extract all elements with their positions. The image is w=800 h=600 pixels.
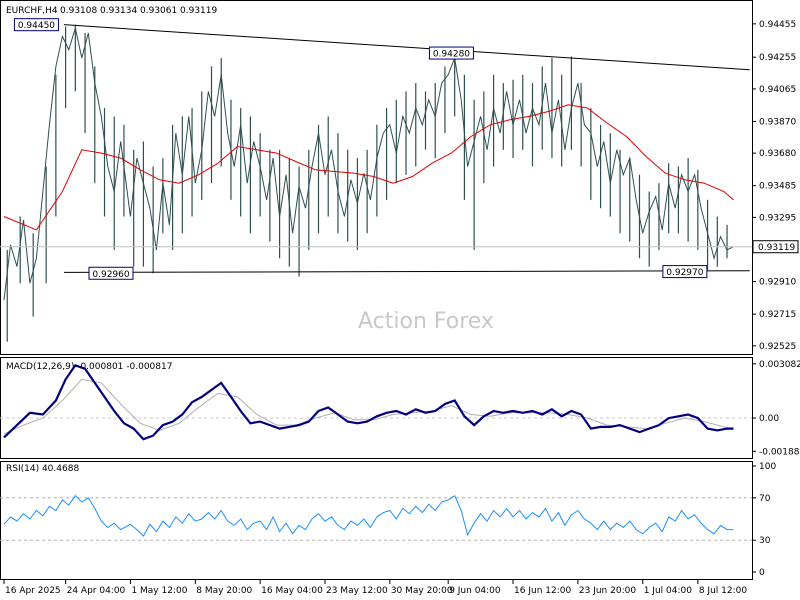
price-y-tick-label: 0.92715 xyxy=(759,310,796,320)
macd-label: MACD(12,26,9) -0.000801 -0.000817 xyxy=(6,362,172,372)
low-value: 0.93061 xyxy=(140,6,177,16)
rsi-panel-frame xyxy=(0,461,753,580)
price-y-tick-label: 0.93295 xyxy=(759,213,796,223)
annotation-label: 0.92960 xyxy=(92,270,129,280)
price-annotation: 0.92970 xyxy=(662,265,708,279)
price-series-line xyxy=(3,27,734,301)
price-y-tick-label: 0.94065 xyxy=(759,85,796,95)
x-tick-label: 9 Jun 04:00 xyxy=(449,586,501,596)
price-annotation: 0.94450 xyxy=(13,18,59,32)
price-y-tick-label: 0.93680 xyxy=(759,149,796,159)
open-value: 0.93108 xyxy=(60,6,97,16)
moving-average-line xyxy=(3,104,734,231)
x-tick-label: 1 May 12:00 xyxy=(131,586,187,596)
macd-layer xyxy=(0,363,752,441)
x-tick-label: 16 Apr 2025 xyxy=(5,586,61,596)
annotation-label: 0.94450 xyxy=(18,21,55,31)
rsi-layer xyxy=(0,494,752,541)
price-y-tick-label: 0.92525 xyxy=(759,342,796,352)
price-header: EURCHF,H4 0.93108 0.93134 0.93061 0.9311… xyxy=(6,6,217,16)
axis-layer: 0.94455 0.94255 0.94065 0.93870 0.93680 0.934… xyxy=(3,20,800,596)
watermark: Action Forex xyxy=(358,309,494,334)
x-tick-label: 8 May 20:00 xyxy=(196,586,252,596)
price-y-tick-label: 0.92910 xyxy=(759,278,796,288)
price-y-tick-label: 0.94455 xyxy=(759,20,796,30)
price-annotation: 0.94280 xyxy=(428,46,474,60)
x-tick-label: 23 Jun 20:00 xyxy=(579,586,636,596)
rsi-line xyxy=(3,494,734,537)
rsi-label: RSI(14) 40.4688 xyxy=(6,464,79,474)
x-tick-label: 1 Jul 04:00 xyxy=(644,586,693,596)
price-y-tick-label: 0.93870 xyxy=(759,117,796,127)
x-tick-label: 16 Jun 12:00 xyxy=(514,586,571,596)
price-layer: 0.94450 0.94280 0.92960 0.92970 xyxy=(0,18,752,342)
last-price-label: 0.93119 xyxy=(758,243,795,253)
last-price-box xyxy=(752,240,799,254)
close-value: 0.93119 xyxy=(180,6,217,16)
high-value: 0.93134 xyxy=(100,6,137,16)
macd-panel-frame xyxy=(0,357,753,459)
annotation-box xyxy=(662,265,708,279)
resistance-trendline xyxy=(63,24,750,71)
x-tick-label: 8 Jul 12:00 xyxy=(699,586,748,596)
x-tick-label: 24 Apr 04:00 xyxy=(67,586,126,596)
x-tick-label: 23 May 12:00 xyxy=(326,586,388,596)
macd-y-tick-label: 0.00 xyxy=(759,414,779,424)
annotation-box xyxy=(428,46,474,60)
macd-y-tick-label: -0.001889 xyxy=(759,447,800,457)
annotation-label: 0.92970 xyxy=(666,268,703,278)
macd-y-tick-label: 0.003082 xyxy=(759,360,800,370)
annotation-box xyxy=(88,266,134,280)
price-y-tick-label: 0.93485 xyxy=(759,182,796,192)
x-tick-label: 16 May 04:00 xyxy=(261,586,323,596)
macd-line xyxy=(3,363,734,441)
rsi-y-tick-label: 0 xyxy=(759,568,765,578)
rsi-y-tick-label: 30 xyxy=(759,536,771,546)
annotation-label: 0.94280 xyxy=(433,50,470,60)
price-y-tick-label: 0.94255 xyxy=(759,53,796,63)
annotation-box xyxy=(13,18,59,32)
symbol-label: EURCHF,H4 xyxy=(6,6,58,16)
x-tick-label: 30 May 20:00 xyxy=(391,586,453,596)
price-panel-frame xyxy=(0,0,753,355)
rsi-y-tick-label: 100 xyxy=(759,462,776,472)
price-annotation: 0.92960 xyxy=(88,266,134,280)
support-trendline xyxy=(63,270,750,273)
macd-signal-line xyxy=(3,378,734,435)
rsi-y-tick-label: 70 xyxy=(759,494,771,504)
